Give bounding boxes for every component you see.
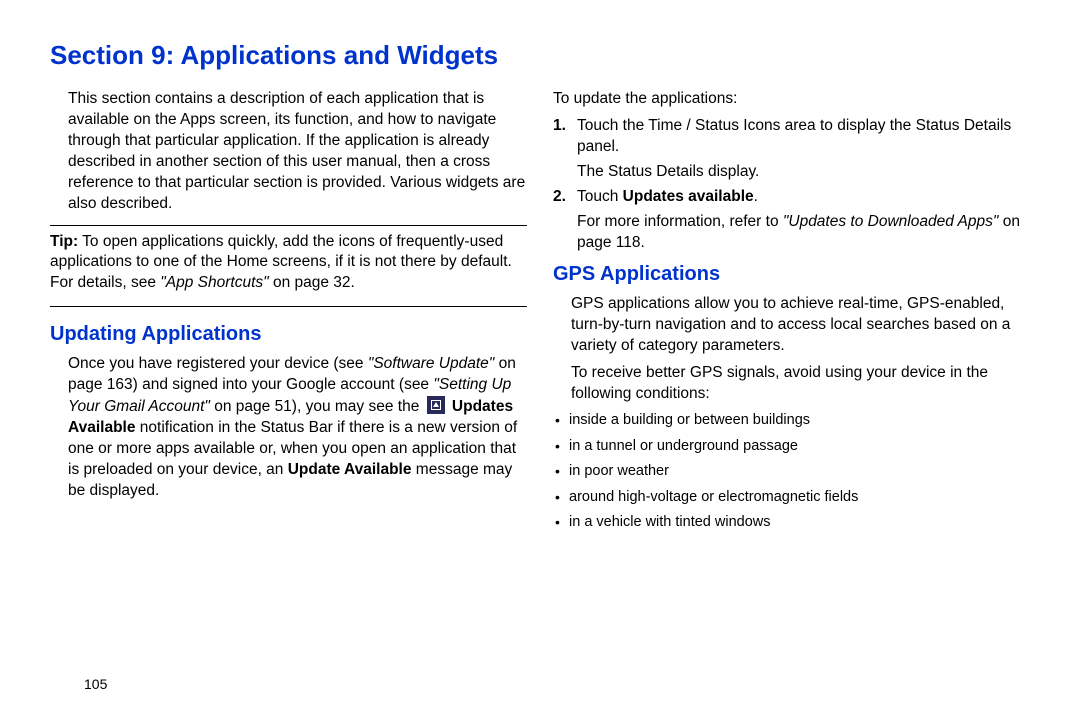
step-2-text: Touch Updates available. <box>577 187 1030 208</box>
bullet-3: in poor weather <box>553 462 1030 482</box>
step-1-sub: The Status Details display. <box>577 162 1030 183</box>
step-2-number: 2. <box>553 187 577 208</box>
update-ref-1: "Software Update" <box>368 355 494 372</box>
page-number: 105 <box>84 676 107 692</box>
step-2-b: . <box>754 188 758 205</box>
update-text-c: on page 51), you may see the <box>210 398 424 415</box>
step-1-text: Touch the Time / Status Icons area to di… <box>577 116 1030 158</box>
step-2-a: Touch <box>577 188 623 205</box>
bullet-1: inside a building or between buildings <box>553 411 1030 431</box>
updating-apps-heading: Updating Applications <box>50 321 527 348</box>
step-2-bold: Updates available <box>623 188 754 205</box>
page: Section 9: Applications and Widgets This… <box>0 0 1080 720</box>
tip-label: Tip: <box>50 233 78 250</box>
tip-block: Tip: To open applications quickly, add t… <box>50 225 527 308</box>
step-2-sub-a: For more information, refer to <box>577 213 783 230</box>
right-column: To update the applications: 1. Touch the… <box>553 89 1030 539</box>
bullet-2: in a tunnel or underground passage <box>553 437 1030 457</box>
update-steps-intro: To update the applications: <box>553 89 1030 110</box>
updates-available-icon <box>427 396 445 414</box>
step-2-sub: For more information, refer to "Updates … <box>577 212 1030 254</box>
bullet-4: around high-voltage or electromagnetic f… <box>553 488 1030 508</box>
tip-reference: "App Shortcuts" <box>160 274 268 291</box>
section-title: Section 9: Applications and Widgets <box>50 40 1030 71</box>
step-2-sub-ref: "Updates to Downloaded Apps" <box>783 213 999 230</box>
update-text-a: Once you have registered your device (se… <box>68 355 368 372</box>
gps-para-2: To receive better GPS signals, avoid usi… <box>553 363 1030 405</box>
step-2: 2. Touch Updates available. <box>553 187 1030 208</box>
bullet-5: in a vehicle with tinted windows <box>553 513 1030 533</box>
gps-apps-heading: GPS Applications <box>553 261 1030 288</box>
update-steps-list-2: 2. Touch Updates available. <box>553 187 1030 208</box>
step-1-number: 1. <box>553 116 577 158</box>
updating-paragraph: Once you have registered your device (se… <box>50 354 527 501</box>
content-columns: This section contains a description of e… <box>50 89 1030 539</box>
gps-conditions-list: inside a building or between buildings i… <box>553 411 1030 533</box>
update-bold-2: Update Available <box>288 461 412 478</box>
intro-paragraph: This section contains a description of e… <box>50 89 527 215</box>
gps-para-1: GPS applications allow you to achieve re… <box>553 294 1030 357</box>
tip-text: Tip: To open applications quickly, add t… <box>50 232 527 295</box>
tip-body-2: on page 32. <box>269 274 355 291</box>
update-steps-list: 1. Touch the Time / Status Icons area to… <box>553 116 1030 158</box>
left-column: This section contains a description of e… <box>50 89 527 539</box>
step-1: 1. Touch the Time / Status Icons area to… <box>553 116 1030 158</box>
